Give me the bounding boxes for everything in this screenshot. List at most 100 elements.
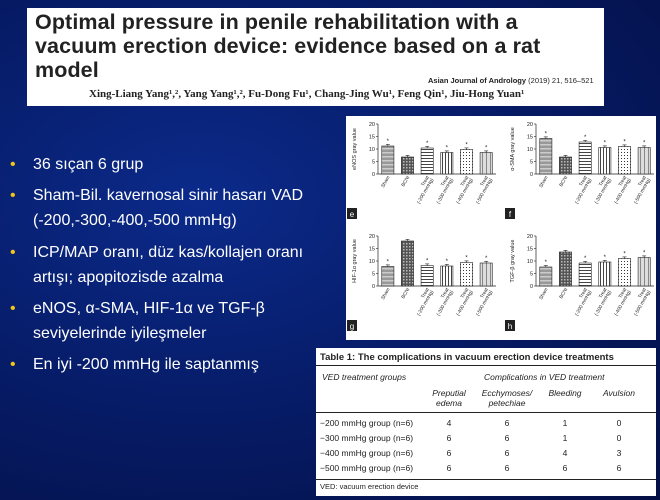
x-tick-label: Treat(-300 mmHg) <box>431 286 455 317</box>
panel-letter: h <box>508 322 512 331</box>
panel-letter-box <box>505 320 515 331</box>
journal-citation: Asian Journal of Andrology (2019) 21, 51… <box>428 76 594 85</box>
table-span-header: Complications in VED treatment <box>484 372 605 382</box>
significance-mark: * <box>604 255 607 261</box>
y-tick-label: 20 <box>527 234 533 240</box>
panel-letter-box <box>347 208 357 219</box>
significance-mark: * <box>426 259 429 265</box>
table-row-group: −300 mmHg group (n=6) <box>320 433 414 443</box>
journal-name: Asian Journal of Andrology <box>428 76 527 85</box>
table-row-group: −200 mmHg group (n=6) <box>320 418 414 428</box>
bullet-list: • 36 sıçan 6 grup • Sham-Bil. kavernosal s… <box>8 152 338 383</box>
y-tick-label: 5 <box>372 272 375 278</box>
y-axis-label: α-SMA gray value <box>510 127 516 171</box>
bullet-marker: • <box>10 156 16 173</box>
bar <box>578 262 592 287</box>
table-cell: 1 <box>562 433 568 443</box>
significance-mark: * <box>446 146 449 152</box>
y-tick-label: 5 <box>530 272 533 278</box>
significance-mark: * <box>545 260 548 266</box>
significance-mark: * <box>545 132 548 138</box>
x-tick-label-main: Sham <box>538 287 549 301</box>
x-tick-label-main: Treat <box>598 174 609 187</box>
x-tick-label: BCNI <box>400 175 411 188</box>
x-tick-label: Treat(-300 mmHg) <box>431 174 455 205</box>
table-subheader: Preputial edema <box>432 388 466 408</box>
significance-mark: * <box>387 139 390 145</box>
panel-letter: g <box>350 322 354 331</box>
x-tick-label: Treat(-400 mmHg) <box>609 174 633 205</box>
x-tick-label-main: Treat <box>637 174 648 187</box>
bar <box>559 251 572 287</box>
bullet-item: • En iyi -200 mmHg ile saptanmış <box>8 352 338 377</box>
y-tick-label: 20 <box>369 122 375 128</box>
bullet-marker: • <box>10 243 16 261</box>
bullet-text: eNOS, α-SMA, HIF-1α ve TGF-β seviyelerin… <box>33 299 265 342</box>
significance-mark: * <box>426 141 429 147</box>
bar <box>460 149 473 175</box>
x-tick-label-main: Sham <box>538 175 549 189</box>
x-tick-label: Treat(-200 mmHg) <box>570 286 594 317</box>
bullet-text: En iyi -200 mmHg ile saptanmış <box>33 356 259 374</box>
table-row-group: −400 mmHg group (n=6) <box>320 448 414 458</box>
x-tick-label-main: Treat <box>479 174 490 187</box>
bullet-marker: • <box>10 356 16 374</box>
bullet-marker: • <box>10 187 16 205</box>
significance-mark: * <box>604 141 607 147</box>
table-cell: 6 <box>446 463 452 473</box>
significance-mark: * <box>584 135 587 141</box>
bar <box>401 156 414 175</box>
significance-mark: * <box>584 256 587 262</box>
bullet-text: ICP/MAP oranı, düz kas/kollajen oranı ar… <box>33 243 304 286</box>
y-axis-label: TGF-β gray value <box>510 240 516 283</box>
chart-panel-f: α-SMA gray value 0 5 10 15 20 * Sham BCNI * Treat(… <box>505 122 654 219</box>
bar <box>559 156 572 175</box>
paper-title: Optimal pressure in penile rehabilitatio… <box>35 10 541 82</box>
x-tick-label: Sham <box>380 175 391 189</box>
significance-mark: * <box>387 260 390 266</box>
bar <box>440 152 454 175</box>
journal-ref: (2019) 21, 516–521 <box>526 76 594 85</box>
y-tick-label: 5 <box>530 160 533 166</box>
table-cell: 6 <box>504 418 510 428</box>
bullet-item: • 36 sıçan 6 grup <box>8 152 338 177</box>
x-tick-label: Treat(-300 mmHg) <box>589 174 613 205</box>
bar <box>539 266 553 287</box>
y-tick-label: 20 <box>527 122 533 128</box>
significance-mark: * <box>465 143 468 149</box>
bar <box>401 240 414 287</box>
x-tick-label-main: Treat <box>618 174 629 187</box>
y-tick-label: 15 <box>527 247 533 253</box>
x-tick-label-main: Treat <box>598 286 609 299</box>
x-tick-label-main: Sham <box>380 287 391 301</box>
y-tick-label: 20 <box>369 234 375 240</box>
table-cell: 6 <box>446 433 452 443</box>
y-tick-label: 10 <box>369 259 375 265</box>
x-tick-label: Treat(-500 mmHg) <box>629 286 653 317</box>
y-tick-label: 10 <box>527 259 533 265</box>
bar <box>420 147 434 175</box>
y-tick-label: 0 <box>372 284 375 290</box>
x-tick-label: Treat(-200 mmHg) <box>570 174 594 205</box>
bullet-item: • eNOS, α-SMA, HIF-1α ve TGF-β seviyeleri… <box>8 296 338 346</box>
charts-svg: eNOS gray value 0 5 10 15 20 * Sham BCNI * Treat(-… <box>347 122 654 331</box>
table-rule <box>316 412 656 413</box>
bar <box>539 138 553 175</box>
bar-chart-figure: eNOS gray value 0 5 10 15 20 * Sham BCNI * Treat(-… <box>346 116 656 340</box>
table-cell: 6 <box>562 463 568 473</box>
y-tick-label: 15 <box>527 135 533 141</box>
table-cell: 0 <box>616 418 622 428</box>
panel-letter-box <box>505 208 515 219</box>
x-tick-label-main: BCNI <box>400 287 411 300</box>
bar <box>479 262 493 287</box>
x-tick-label: BCNI <box>558 175 569 188</box>
significance-mark: * <box>623 140 626 146</box>
x-tick-label: Treat(-500 mmHg) <box>471 286 495 317</box>
x-tick-label: Treat(-300 mmHg) <box>589 286 613 317</box>
significance-mark: * <box>485 146 488 152</box>
bullet-text: 36 sıçan 6 grup <box>33 156 144 173</box>
table-row-group: −500 mmHg group (n=6) <box>320 463 414 473</box>
x-tick-label: Treat(-200 mmHg) <box>412 174 436 205</box>
significance-mark: * <box>465 256 468 262</box>
x-tick-label: Treat(-500 mmHg) <box>629 174 653 205</box>
